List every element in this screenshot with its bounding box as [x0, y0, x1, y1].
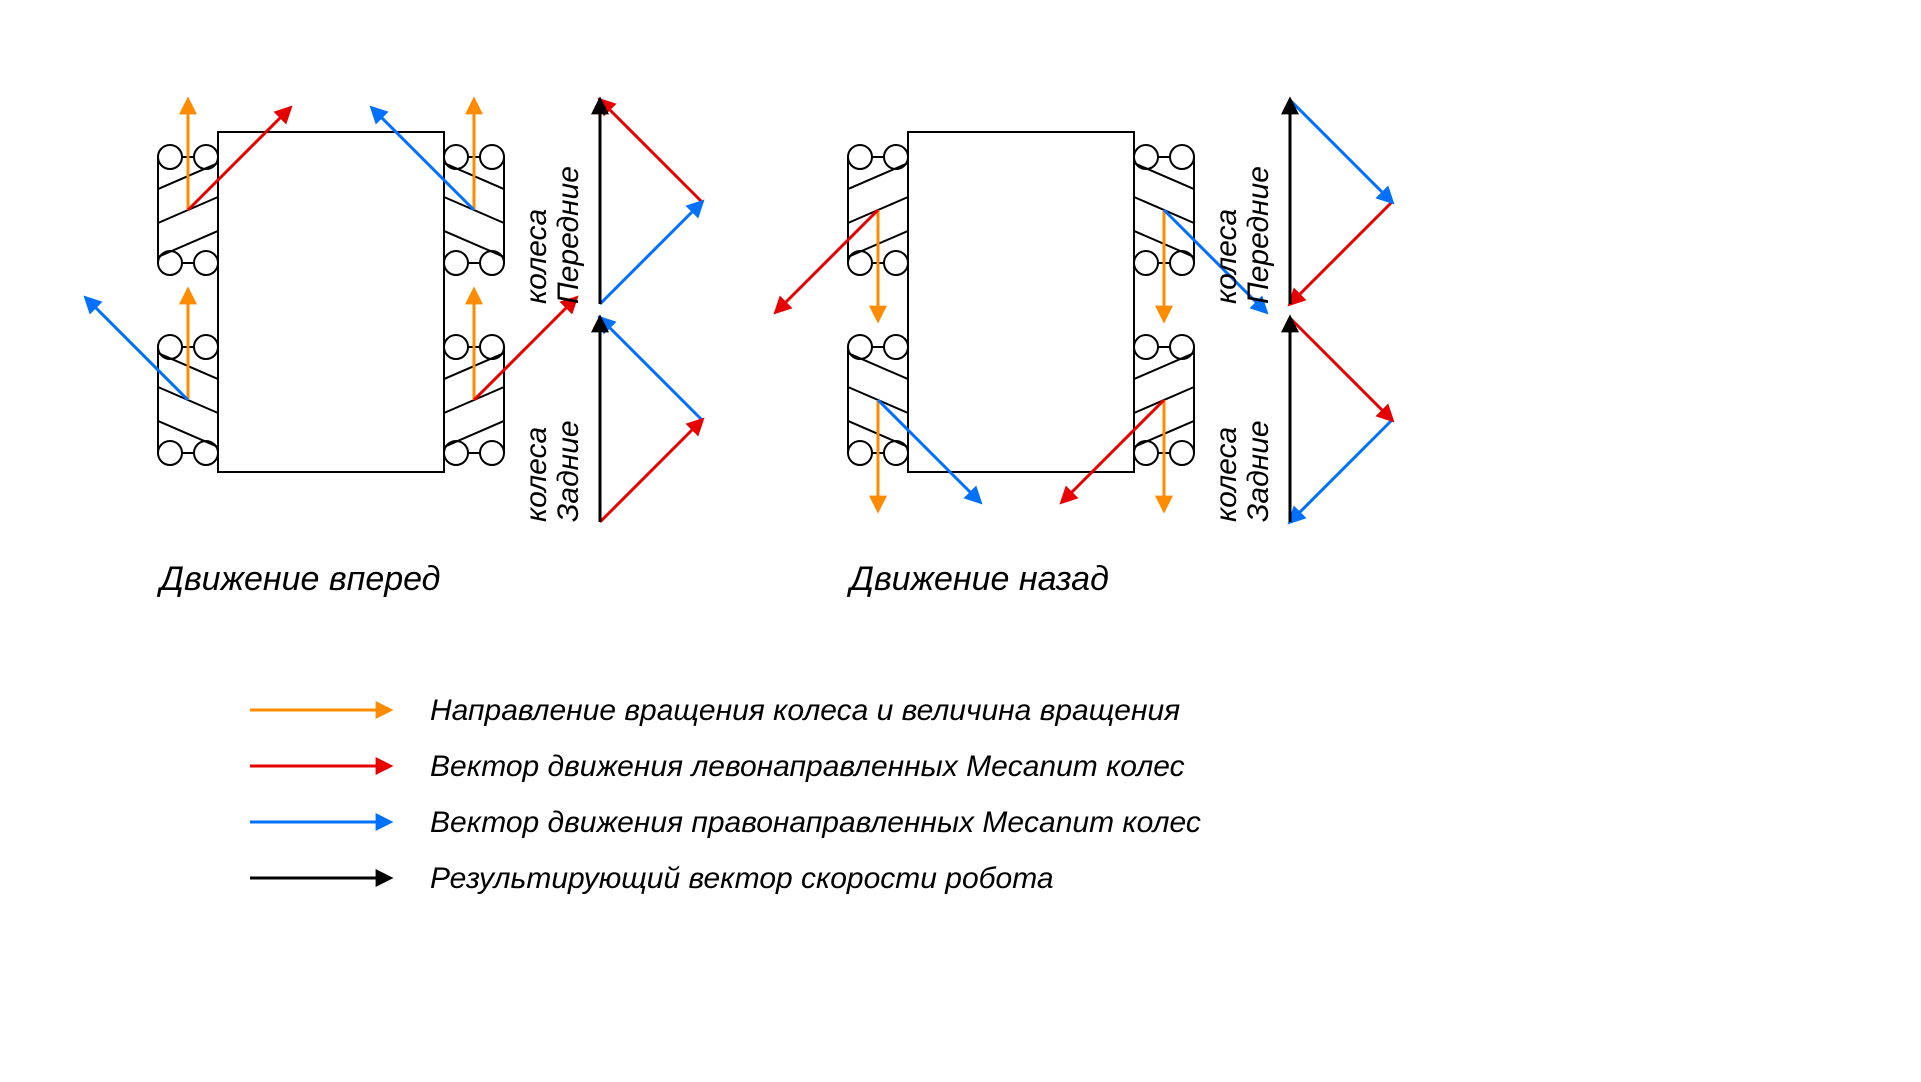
triangle-label: Передние	[552, 166, 585, 304]
diagram-forward: ПередниеколесаЗадниеколесаДвижение впере…	[86, 100, 702, 598]
diagram-backward: ПередниеколесаЗадниеколесаДвижение назад	[776, 100, 1392, 598]
chassis	[218, 132, 444, 472]
legend: Направление вращения колеса и величина в…	[250, 694, 1201, 895]
triangle-label: Передние	[1242, 166, 1275, 304]
triangle-label: Задние	[1242, 420, 1275, 522]
caption-forward: Движение вперед	[156, 560, 440, 598]
triangle-sublabel: колеса	[520, 209, 553, 304]
triangle-sublabel: колеса	[520, 427, 553, 522]
triangle-sublabel: колеса	[1210, 427, 1243, 522]
caption-backward: Движение назад	[846, 560, 1109, 598]
triangle-sublabel: колеса	[1210, 209, 1243, 304]
triangle-label: Задние	[552, 420, 585, 522]
legend-label: Вектор движения левонаправленных Mecanum…	[430, 750, 1185, 783]
legend-label: Результирующий вектор скорости робота	[430, 862, 1054, 895]
legend-label: Направление вращения колеса и величина в…	[430, 694, 1180, 727]
chassis	[908, 132, 1134, 472]
legend-label: Вектор движения правонаправленных Mecanu…	[430, 806, 1201, 839]
